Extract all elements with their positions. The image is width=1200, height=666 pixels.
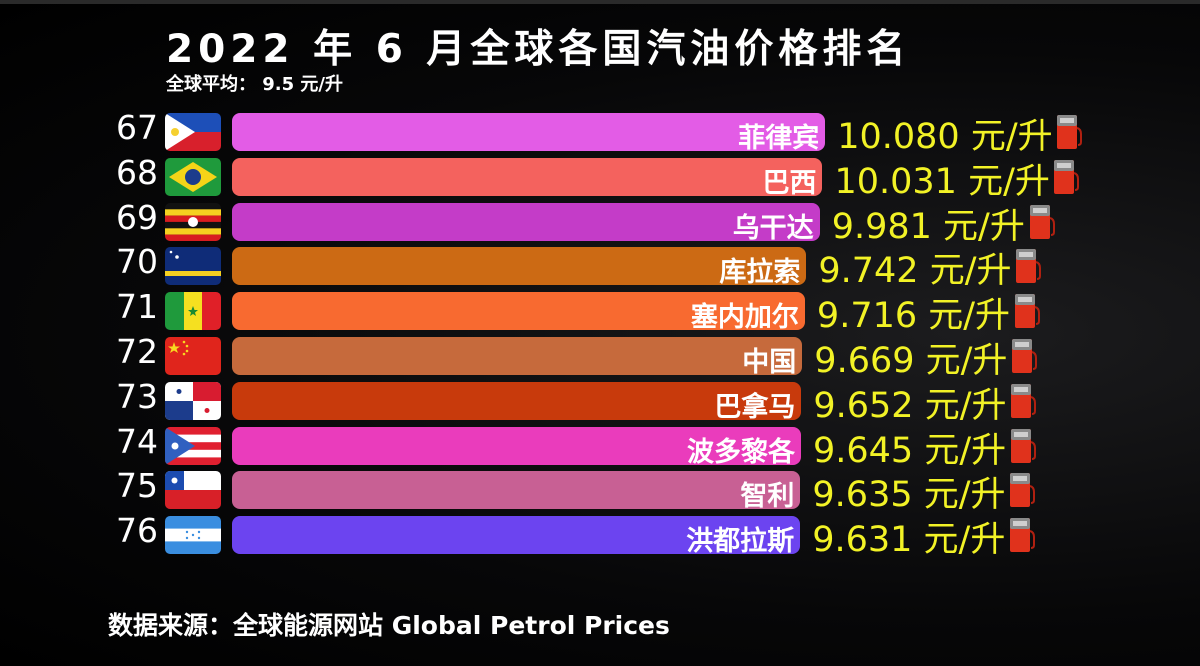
bar-row: 72 中国 9.669 元/升 [0,332,1200,381]
bar-row: 67 菲律宾 10.080 元/升 [0,108,1200,157]
bar: 巴西 [232,157,823,199]
value-label: 9.716 元/升 [817,287,1010,338]
rank-label: 69 [116,197,158,237]
fuel-pump-icon [1015,248,1041,284]
country-label: 波多黎各 [686,436,795,468]
chile-flag-icon [165,471,221,510]
rank-label: 74 [116,421,158,461]
country-label: 库拉索 [719,257,801,289]
value-label: 9.652 元/升 [813,377,1006,428]
country-label: 智利 [740,481,795,513]
unit-label: 元/升 [968,161,1050,202]
rank-label: 67 [116,108,158,147]
unit-label: 元/升 [943,206,1025,247]
bar: 菲律宾 [232,113,826,154]
panama-flag-icon [165,381,221,420]
fuel-pump-icon [1056,114,1082,150]
unit-label: 元/升 [925,341,1008,381]
country-label: 巴拿马 [714,391,796,423]
value-number: 9.742 [818,251,919,292]
bar: 乌干达 [232,202,820,244]
senegal-flag-icon [165,292,221,331]
value-label: 9.981 元/升 [832,198,1025,249]
fuel-pump-icon [1010,428,1036,464]
bar: 中国 [232,337,803,378]
rank-label: 75 [116,466,158,506]
fuel-pump-icon [1009,472,1035,508]
country-label: 塞内加尔 [690,302,799,334]
value-number: 9.669 [814,341,915,381]
unit-label: 元/升 [923,475,1006,516]
unit-label: 元/升 [923,520,1006,561]
value-label: 10.031 元/升 [834,153,1049,204]
curacao-flag-icon [165,247,221,286]
bar: 巴拿马 [232,381,802,423]
bar: 智利 [232,471,801,512]
rank-label: 72 [116,332,158,371]
fuel-pump-icon [1009,517,1035,553]
bar-row: 69 乌干达 9.981 元/升 [0,198,1200,247]
honduras-flag-icon [165,516,221,555]
value-label: 9.635 元/升 [812,466,1005,517]
value-label: 9.742 元/升 [818,242,1011,293]
value-number: 9.716 [816,296,918,337]
fuel-pump-icon [1014,293,1040,329]
bar: 波多黎各 [232,426,801,468]
country-label: 乌干达 [732,212,814,244]
value-number: 9.631 [812,520,913,561]
value-label: 9.645 元/升 [813,422,1006,473]
unit-label: 元/升 [928,296,1011,337]
bar: 塞内加尔 [232,292,805,333]
rank-label: 68 [116,152,158,192]
fuel-pump-icon [1011,338,1037,374]
bar-row: 68 巴西 10.031 元/升 [0,153,1200,202]
bar-row: 74 波多黎各 9.645 元/升 [0,422,1200,471]
value-label: 10.080 元/升 [837,108,1052,159]
uganda-flag-icon [165,202,221,241]
data-source: 数据来源：全球能源网站 Global Petrol Prices [108,611,670,640]
bar-row: 71 塞内加尔 9.716 元/升 [0,287,1200,336]
rank-label: 71 [116,287,158,327]
fuel-pump-icon [1053,159,1079,195]
country-label: 菲律宾 [738,123,820,154]
bar-row: 73 巴拿马 9.652 元/升 [0,377,1200,426]
bar-row: 70 库拉索 9.742 元/升 [0,242,1200,291]
value-number: 9.645 [812,430,914,471]
value-number: 10.080 [837,117,960,157]
country-label: 洪都拉斯 [686,526,795,558]
fuel-pump-icon [1010,383,1036,419]
bar-row: 76 洪都拉斯 9.631 元/升 [0,511,1200,560]
bar: 库拉索 [232,247,807,288]
country-label: 巴西 [762,167,817,199]
global-average-subtitle: 全球平均： 9.5 元/升 [166,74,343,95]
bar: 洪都拉斯 [232,516,801,557]
fuel-pump-icon [1029,204,1055,240]
rank-label: 76 [116,511,158,551]
philippines-flag-icon [165,113,221,151]
unit-label: 元/升 [924,385,1007,426]
puerto-rico-flag-icon [165,426,221,465]
value-number: 9.635 [812,475,913,516]
value-number: 10.031 [834,161,957,202]
value-label: 9.631 元/升 [812,511,1005,562]
rank-label: 73 [116,376,158,416]
top-border [0,0,1200,4]
china-flag-icon [165,337,221,375]
bar-row: 75 智利 9.635 元/升 [0,466,1200,515]
value-number: 9.652 [813,385,914,426]
value-label: 9.669 元/升 [814,332,1007,383]
country-label: 中国 [742,347,797,378]
unit-label: 元/升 [970,117,1053,157]
unit-label: 元/升 [924,430,1007,471]
value-number: 9.981 [831,206,932,247]
rank-label: 70 [116,242,158,282]
brazil-flag-icon [165,157,221,196]
unit-label: 元/升 [929,251,1012,292]
chart-title: 2022 年 6 月全球各国汽油价格排名 [166,27,911,72]
